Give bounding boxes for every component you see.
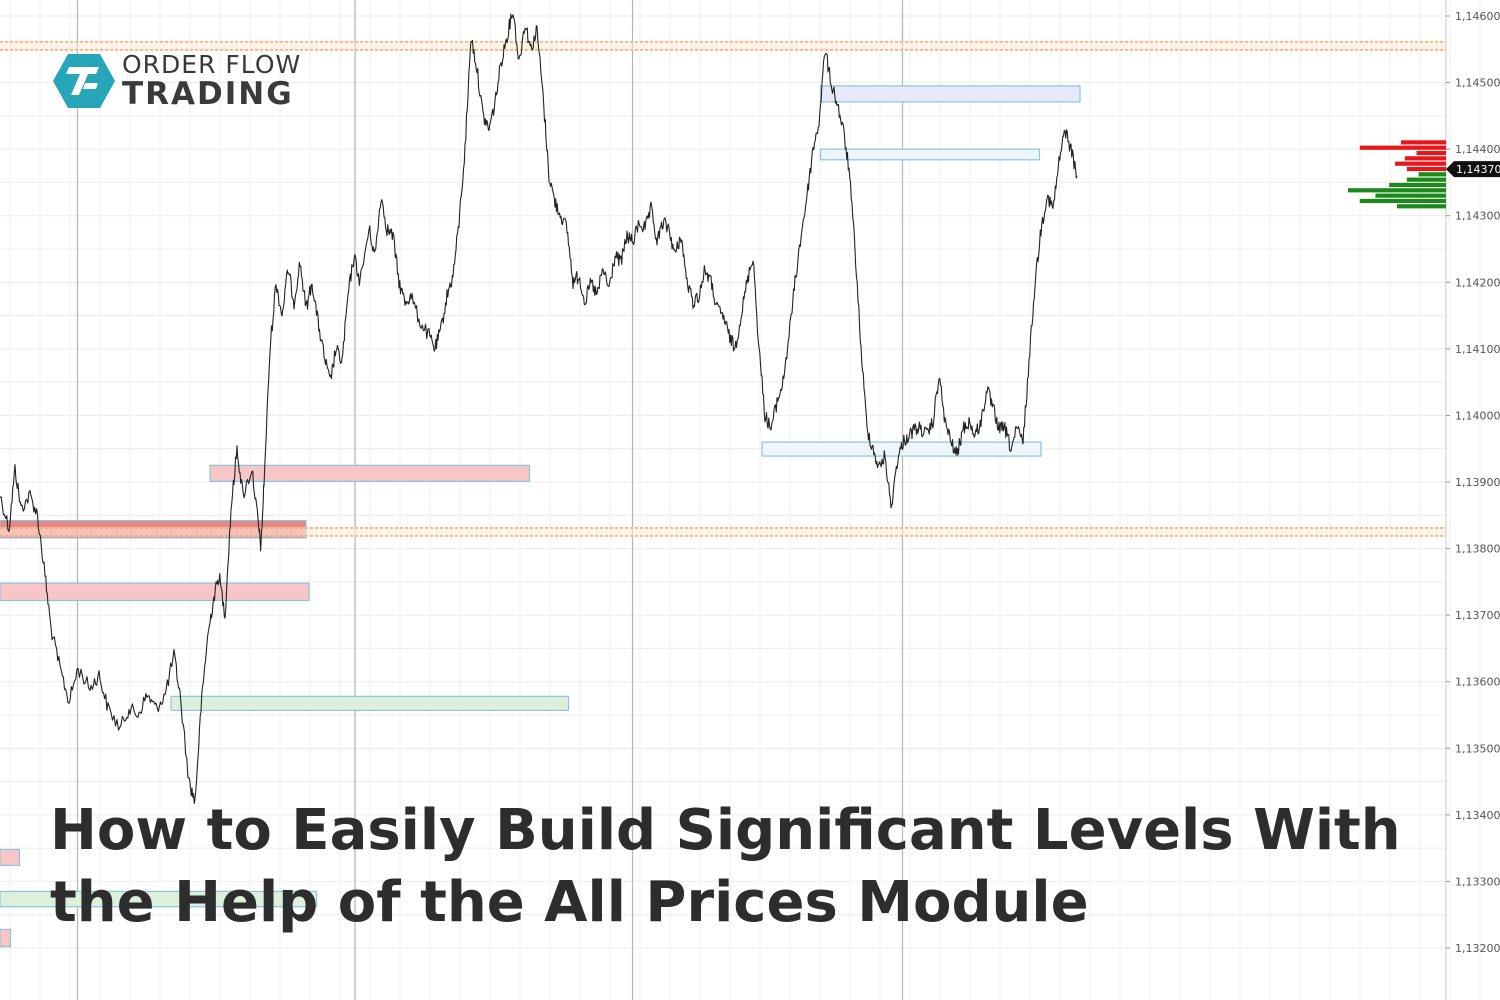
- volume-profile-bar: [1406, 166, 1446, 172]
- current-price-label: 1,14370: [1456, 163, 1500, 176]
- level-zone: [209, 464, 531, 482]
- axis-tick-label: 1,14500: [1455, 77, 1500, 90]
- session-separators: [76, 0, 904, 1000]
- volume-profile-bar: [1400, 140, 1446, 145]
- level-band: [0, 40, 1446, 51]
- brand-hexagon-icon: [53, 54, 115, 108]
- level-zone: [819, 85, 1081, 103]
- article-headline: How to Easily Build Significant Levels W…: [50, 795, 1440, 939]
- axis-tick-label: 1,14200: [1455, 276, 1500, 289]
- price-axis: 1,14600 1,14500 1,14400 1,14300 1,14200 1,141…: [1445, 0, 1500, 1000]
- volume-profile-bar: [1406, 177, 1446, 182]
- volume-profile-bar: [1359, 145, 1446, 150]
- level-zone: [0, 582, 310, 602]
- level-zone: [819, 148, 1041, 161]
- brand-logo: ORDER FLOW TRADING: [52, 52, 301, 110]
- headline-line1: How to Easily Build Significant Levels W…: [50, 798, 1401, 863]
- level-zone: [0, 848, 21, 867]
- axis-tick-label: 1,14100: [1455, 343, 1500, 356]
- axis-tick-label: 1,13900: [1455, 476, 1500, 489]
- price-series: [0, 13, 1078, 805]
- level-band: [0, 526, 1446, 537]
- axis-tick-label: 1,13600: [1455, 676, 1500, 689]
- volume-profile-bar: [1404, 156, 1446, 161]
- axis-tick-label: 1,13400: [1455, 809, 1500, 822]
- volume-profile-bar: [1416, 150, 1446, 156]
- axis-tick-label: 1,13800: [1455, 543, 1500, 556]
- level-zone: [0, 928, 12, 948]
- axis-tick-label: 1,13200: [1455, 942, 1500, 955]
- axis-tick-label: 1,14600: [1455, 10, 1500, 23]
- volume-profile-bar: [1395, 161, 1446, 166]
- volume-profile-bar: [1397, 204, 1446, 209]
- axis-tick-label: 1,13500: [1455, 742, 1500, 755]
- level-zone: [0, 890, 318, 908]
- axis-tick-label: 1,14400: [1455, 143, 1500, 156]
- headline-line2: the Help of the All Prices Module: [50, 870, 1089, 935]
- axis-tick-label: 1,14300: [1455, 210, 1500, 223]
- horizontal-levels: [0, 40, 1446, 537]
- volume-profile-bar: [1348, 188, 1446, 193]
- volume-profile-bar: [1359, 198, 1446, 204]
- volume-profile-bar: [1418, 172, 1446, 177]
- axis-tick-label: 1,13700: [1455, 609, 1500, 622]
- brand-name-line1: ORDER FLOW: [122, 50, 302, 79]
- current-price-tag: 1,14370: [1446, 161, 1500, 178]
- volume-profile-bar: [1389, 182, 1446, 188]
- axis-tick-label: 1,13300: [1455, 875, 1500, 888]
- volume-profile-bar: [1375, 193, 1446, 198]
- volume-profile: [1348, 140, 1446, 209]
- axis-tick-label: 1,14000: [1455, 409, 1500, 422]
- level-zone: [170, 695, 570, 711]
- price-line: [0, 13, 1078, 805]
- brand-name-line2: TRADING: [122, 76, 294, 112]
